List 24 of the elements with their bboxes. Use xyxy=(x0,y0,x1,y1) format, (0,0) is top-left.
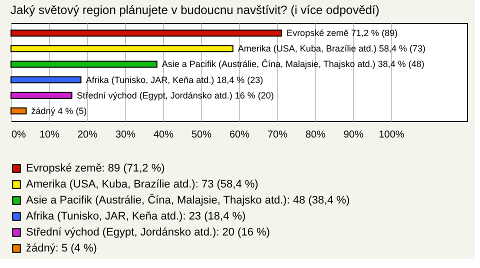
x-tick-label: 70% xyxy=(267,130,288,140)
data-label: žádný 4 % (5) xyxy=(31,106,87,116)
x-tick-label: 30% xyxy=(115,130,136,140)
x-tick-label: 80% xyxy=(305,130,326,140)
legend-label: Amerika (USA, Kuba, Brazílie atd.): 73 (58,4 %) xyxy=(26,178,258,190)
legend-label: Asie a Pacifik (Austrálie, Čína, Malajsie, Thajsko atd.): 48 (38,4 %) xyxy=(26,194,350,206)
data-label: Evropské země 71,2 % (89) xyxy=(286,28,398,38)
x-tick-label: 0% xyxy=(12,130,26,140)
x-tick-label: 20% xyxy=(77,130,98,140)
data-label: Amerika (USA, Kuba, Brazílie atd.) 58,4 % (73) xyxy=(238,44,426,54)
legend-label: žádný: 5 (4 %) xyxy=(26,242,97,254)
data-label: Střední východ (Egypt, Jordánsko atd.) 16 % (20) xyxy=(76,90,274,100)
x-tick-label: 90% xyxy=(343,130,364,140)
data-label: Afrika (Tunisko, JAR, Keňa atd.) 18,4 % (23) xyxy=(86,74,264,85)
x-tick-label: 50% xyxy=(191,130,212,140)
chart-title: Jaký světový region plánujete v budoucnu navštívit? (i více odpovědí) xyxy=(10,3,380,17)
x-tick-label: 40% xyxy=(153,130,174,140)
legend-label: Evropské země: 89 (71,2 %) xyxy=(26,162,165,174)
legend-label: Střední východ (Egypt, Jordánsko atd.): 20 (16 %) xyxy=(26,226,270,238)
data-label: Asie a Pacifik (Austrálie, Čína, Malajsie, Thajsko atd.) 38,4 % (48) xyxy=(162,59,424,70)
x-tick-label: 60% xyxy=(229,130,250,140)
x-tick-label: 10% xyxy=(39,130,60,140)
legend-label: Afrika (Tunisko, JAR, Keňa atd.): 23 (18,4 %) xyxy=(26,210,246,222)
x-tick-label: 100% xyxy=(378,130,404,140)
